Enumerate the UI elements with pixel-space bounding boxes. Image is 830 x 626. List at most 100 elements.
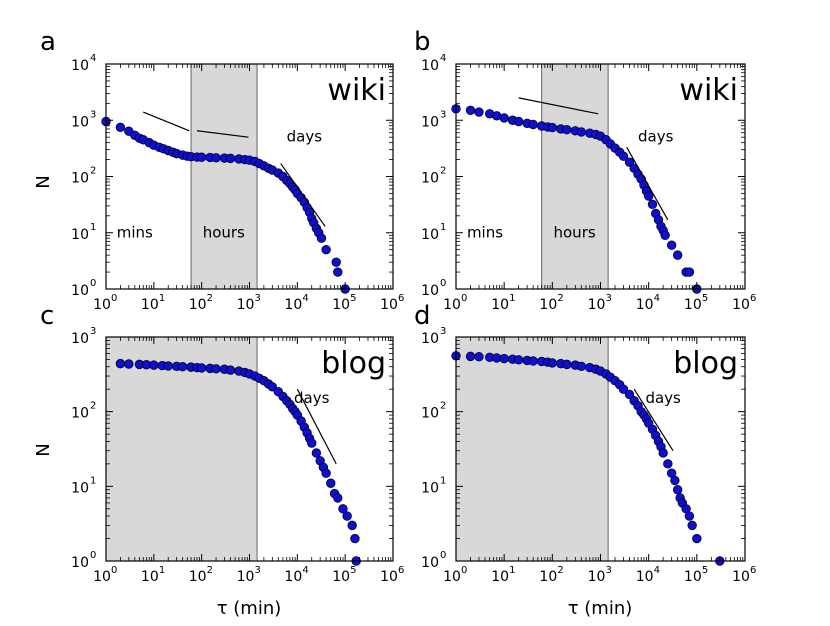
- x-tick-exponent: 2: [557, 293, 563, 304]
- panel-title: wiki: [327, 73, 386, 108]
- data-point: [474, 107, 484, 117]
- data-point: [670, 475, 680, 486]
- y-tick-label: 10: [421, 171, 439, 187]
- y-tick-exponent: 3: [440, 326, 446, 337]
- x-tick-exponent: 0: [111, 293, 117, 304]
- panel-title: wiki: [679, 73, 738, 108]
- x-tick-label: 10: [443, 297, 461, 313]
- y-tick-label: 10: [71, 331, 89, 347]
- x-tick-label: 10: [284, 569, 302, 585]
- y-tick-label: 10: [421, 114, 439, 130]
- data-point: [177, 362, 188, 372]
- y-tick-label: 10: [71, 227, 89, 243]
- data-point: [528, 119, 538, 130]
- y-tick-exponent: 3: [90, 326, 96, 337]
- y-tick-exponent: 0: [440, 278, 446, 289]
- y-tick-label: 10: [71, 406, 89, 422]
- panel-title: blog: [321, 346, 386, 381]
- annotation-mins: mins: [467, 223, 503, 241]
- x-tick-label: 10: [332, 569, 350, 585]
- x-tick-label: 10: [189, 569, 207, 585]
- y-tick-label: 10: [421, 406, 439, 422]
- x-tick-exponent: 4: [302, 293, 308, 304]
- annotation-mins: mins: [117, 223, 153, 241]
- data-point: [672, 250, 683, 260]
- x-tick-exponent: 1: [509, 293, 515, 304]
- x-tick-exponent: 0: [461, 565, 467, 576]
- y-tick-label: 10: [421, 555, 439, 571]
- data-point: [321, 468, 331, 478]
- annotation-days: days: [638, 128, 674, 146]
- x-tick-label: 10: [588, 297, 606, 313]
- data-point: [666, 240, 677, 250]
- data-point: [499, 353, 509, 364]
- data-point: [576, 127, 587, 137]
- x-tick-exponent: 3: [255, 565, 261, 576]
- shaded-region: [191, 64, 258, 289]
- y-tick-exponent: 2: [440, 166, 446, 177]
- annotation-days: days: [294, 389, 330, 407]
- x-tick-label: 10: [539, 297, 557, 313]
- data-point: [547, 358, 558, 368]
- data-point: [499, 113, 509, 123]
- data-point: [196, 363, 207, 373]
- data-point: [211, 153, 221, 163]
- x-tick-exponent: 2: [207, 293, 213, 304]
- x-tick-exponent: 2: [207, 565, 213, 576]
- y-tick-exponent: 1: [440, 475, 446, 486]
- x-tick-label: 10: [284, 297, 302, 313]
- data-point: [115, 122, 126, 132]
- data-point: [528, 356, 538, 366]
- panel-letter: d: [414, 301, 431, 331]
- data-point: [124, 359, 134, 369]
- data-point: [311, 448, 322, 458]
- data-point: [684, 267, 695, 277]
- x-tick-exponent: 5: [702, 293, 708, 304]
- x-tick-exponent: 6: [398, 565, 404, 576]
- x-tick-label: 10: [237, 569, 255, 585]
- y-tick-exponent: 2: [440, 401, 446, 412]
- x-tick-label: 10: [443, 569, 461, 585]
- x-tick-label: 10: [684, 297, 702, 313]
- guide-line: [196, 130, 249, 138]
- panel-title: blog: [673, 346, 738, 381]
- data-point: [684, 511, 695, 521]
- data-point: [316, 233, 327, 243]
- y-tick-exponent: 2: [90, 166, 96, 177]
- x-tick-label: 10: [380, 297, 398, 313]
- y-tick-label: 10: [71, 58, 89, 74]
- data-point: [331, 257, 341, 267]
- y-tick-label: 10: [71, 480, 89, 496]
- data-point: [196, 152, 207, 162]
- data-point: [692, 533, 702, 544]
- data-point: [350, 533, 360, 544]
- data-point: [513, 116, 524, 127]
- x-tick-label: 10: [380, 569, 398, 585]
- y-tick-exponent: 1: [440, 222, 446, 233]
- data-point: [474, 351, 484, 362]
- data-point: [647, 199, 658, 210]
- x-tick-exponent: 5: [350, 293, 356, 304]
- annotation-hours: hours: [203, 223, 245, 241]
- x-tick-exponent: 6: [750, 293, 756, 304]
- x-tick-exponent: 5: [350, 565, 356, 576]
- x-tick-exponent: 4: [302, 565, 308, 576]
- data-point: [225, 153, 236, 164]
- data-point: [342, 511, 352, 521]
- data-point: [513, 355, 524, 365]
- data-point: [576, 361, 587, 372]
- y-tick-label: 10: [421, 283, 439, 299]
- data-point: [115, 358, 126, 369]
- x-tick-exponent: 1: [509, 565, 515, 576]
- x-tick-label: 10: [732, 297, 750, 313]
- data-point: [465, 105, 476, 116]
- annotation-days: days: [645, 389, 681, 407]
- y-axis-label-top: N: [33, 175, 54, 188]
- data-point: [347, 520, 357, 531]
- x-tick-label: 10: [636, 569, 654, 585]
- data-point: [333, 267, 343, 277]
- guide-line: [626, 147, 669, 221]
- y-tick-exponent: 0: [90, 278, 96, 289]
